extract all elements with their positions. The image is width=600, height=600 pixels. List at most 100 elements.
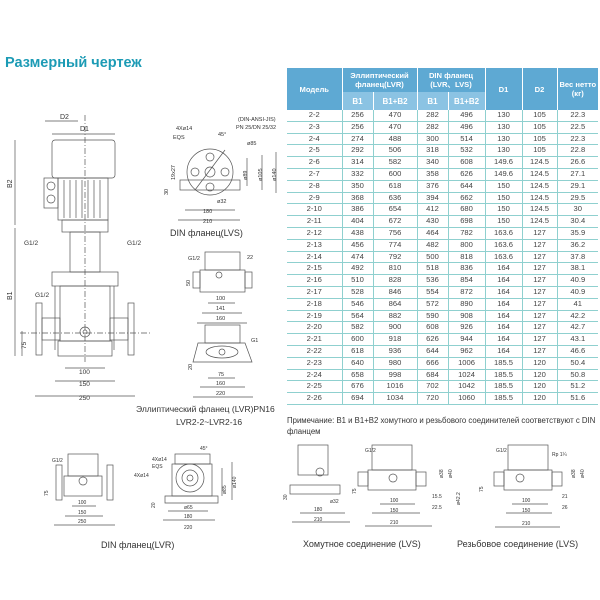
cell-model: 2-15 xyxy=(287,262,343,276)
cell-model: 2-17 xyxy=(287,286,343,299)
cell-din-b1b2: 854 xyxy=(448,274,486,287)
cell-elliptic-b1b2: 774 xyxy=(373,239,418,252)
cell-d2: 120 xyxy=(522,369,558,382)
cell-model: 2-11 xyxy=(287,215,343,228)
din-lvs-holes: 4Xø14 xyxy=(176,126,192,132)
cell-din-b1: 282 xyxy=(417,110,449,122)
cell-din-b1b2: 644 xyxy=(448,180,486,193)
ell-top-g12: G1/2 xyxy=(188,256,200,262)
header-din: DIN фланец (LVR、LVS) xyxy=(417,68,486,92)
table-row: 2-25 676 1016 702 1042 185.5 120 51.2 xyxy=(287,380,599,394)
cell-din-b1: 300 xyxy=(417,133,449,146)
cell-din-b1: 684 xyxy=(417,369,449,382)
ell-bot-220: 220 xyxy=(216,391,225,397)
cell-din-b1: 430 xyxy=(417,215,449,228)
cell-elliptic-b1: 528 xyxy=(342,286,374,299)
cell-elliptic-b1: 582 xyxy=(342,321,374,335)
din-lvr-top-view xyxy=(163,453,233,521)
cell-elliptic-b1: 314 xyxy=(342,156,374,169)
cell-d1: 185.5 xyxy=(485,380,523,394)
cell-weight: 30 xyxy=(557,203,599,217)
header-elliptic-b1b2: B1+B2 xyxy=(373,92,418,110)
cell-elliptic-b1b2: 506 xyxy=(373,144,418,158)
cell-din-b1: 500 xyxy=(417,251,449,264)
cell-d1: 130 xyxy=(485,121,523,134)
cell-elliptic-b1b2: 672 xyxy=(373,215,418,228)
cell-weight: 30.4 xyxy=(557,215,599,228)
cell-din-b1b2: 496 xyxy=(448,110,486,122)
din-lvs-d85: ø85 xyxy=(247,141,256,147)
dim-d1: D1 xyxy=(80,126,89,133)
table-body: 2-2 256 470 282 496 130 105 22.3 2-3 256 470 282 496… xyxy=(287,110,599,405)
cell-elliptic-b1b2: 600 xyxy=(373,168,418,181)
lvr-top-d65: ø65 xyxy=(184,505,193,511)
cell-d1: 150 xyxy=(485,215,523,228)
table-row: 2-9 368 636 394 662 150 124.5 29.5 xyxy=(287,192,599,205)
cell-din-b1b2: 1006 xyxy=(448,357,486,370)
table-row: 2-14 474 792 500 818 163.6 127 37.8 xyxy=(287,251,599,264)
table-row: 2-15 492 810 518 836 164 127 38.1 xyxy=(287,262,599,276)
cell-d1: 163.6 xyxy=(485,239,523,252)
cell-model: 2-23 xyxy=(287,357,343,370)
cell-din-b1: 518 xyxy=(417,262,449,276)
din-lvs-standard: (DIN-ANSI-JIS) xyxy=(238,117,276,123)
cell-model: 2-3 xyxy=(287,121,343,134)
table-row: 2-3 256 470 282 496 130 105 22.5 xyxy=(287,121,599,134)
cell-weight: 27.1 xyxy=(557,168,599,181)
cell-elliptic-b1b2: 936 xyxy=(373,345,418,358)
cell-din-b1b2: 1060 xyxy=(448,392,486,405)
lvr-top-20: 20 xyxy=(151,502,157,508)
clamp-a-d32: ø32 xyxy=(330,499,339,505)
cell-d2: 127 xyxy=(522,333,558,346)
table-row: 2-10 386 654 412 680 150 124.5 30 xyxy=(287,203,599,217)
cell-d1: 150 xyxy=(485,192,523,205)
table-row: 2-22 618 936 644 962 164 127 46.6 xyxy=(287,345,599,358)
clamp-b-210: 210 xyxy=(390,520,399,526)
table-row: 2-2 256 470 282 496 130 105 22.3 xyxy=(287,110,599,122)
clamp-b-d38: ø38 xyxy=(439,469,445,478)
table-row: 2-11 404 672 430 698 150 124.5 30.4 xyxy=(287,215,599,228)
cell-elliptic-b1: 474 xyxy=(342,251,374,264)
cell-elliptic-b1b2: 1016 xyxy=(373,380,418,394)
lvr-top-holes-base: 4Xø14 xyxy=(134,473,149,479)
clamp-a-180: 180 xyxy=(314,507,323,513)
cell-elliptic-b1b2: 1034 xyxy=(373,392,418,405)
header-elliptic-b1: B1 xyxy=(342,92,374,110)
thread-210: 210 xyxy=(522,521,531,527)
cell-elliptic-b1: 404 xyxy=(342,215,374,228)
lvr-side-250: 250 xyxy=(78,519,87,525)
cell-elliptic-b1: 256 xyxy=(342,110,374,122)
cell-elliptic-b1b2: 980 xyxy=(373,357,418,370)
clamp-a-210: 210 xyxy=(314,517,323,523)
cell-model: 2-18 xyxy=(287,298,343,311)
cell-weight: 41 xyxy=(557,298,599,311)
cell-d2: 127 xyxy=(522,274,558,287)
cell-din-b1b2: 1024 xyxy=(448,369,486,382)
header-model: Модель xyxy=(287,68,343,110)
cell-din-b1: 318 xyxy=(417,144,449,158)
caption-clamp: Хомутное соединение (LVS) xyxy=(303,539,421,549)
cell-din-b1b2: 836 xyxy=(448,262,486,276)
cell-d2: 124.5 xyxy=(522,156,558,169)
cell-elliptic-b1: 350 xyxy=(342,180,374,193)
cell-elliptic-b1: 456 xyxy=(342,239,374,252)
cell-din-b1b2: 926 xyxy=(448,321,486,335)
clamp-top-view xyxy=(289,444,350,523)
cell-d1: 130 xyxy=(485,144,523,158)
cell-model: 2-10 xyxy=(287,203,343,217)
caption-thread: Резьбовое соединение (LVS) xyxy=(457,539,579,549)
cell-elliptic-b1: 676 xyxy=(342,380,374,394)
dim-150: 150 xyxy=(79,381,90,388)
table-row: 2-8 350 618 376 644 150 124.5 29.1 xyxy=(287,180,599,193)
cell-d1: 164 xyxy=(485,286,523,299)
cell-d1: 164 xyxy=(485,298,523,311)
table-row: 2-17 528 846 554 872 164 127 40.9 xyxy=(287,286,599,299)
din-lvs-d89: ø89 xyxy=(243,171,249,180)
cell-elliptic-b1: 256 xyxy=(342,121,374,134)
cell-d2: 127 xyxy=(522,345,558,358)
cell-d1: 185.5 xyxy=(485,392,523,405)
cell-d2: 124.5 xyxy=(522,180,558,193)
table-note: Примечание: B1 и B1+B2 хомутного и резьб… xyxy=(287,416,596,436)
cell-din-b1b2: 782 xyxy=(448,227,486,240)
cell-model: 2-2 xyxy=(287,110,343,122)
